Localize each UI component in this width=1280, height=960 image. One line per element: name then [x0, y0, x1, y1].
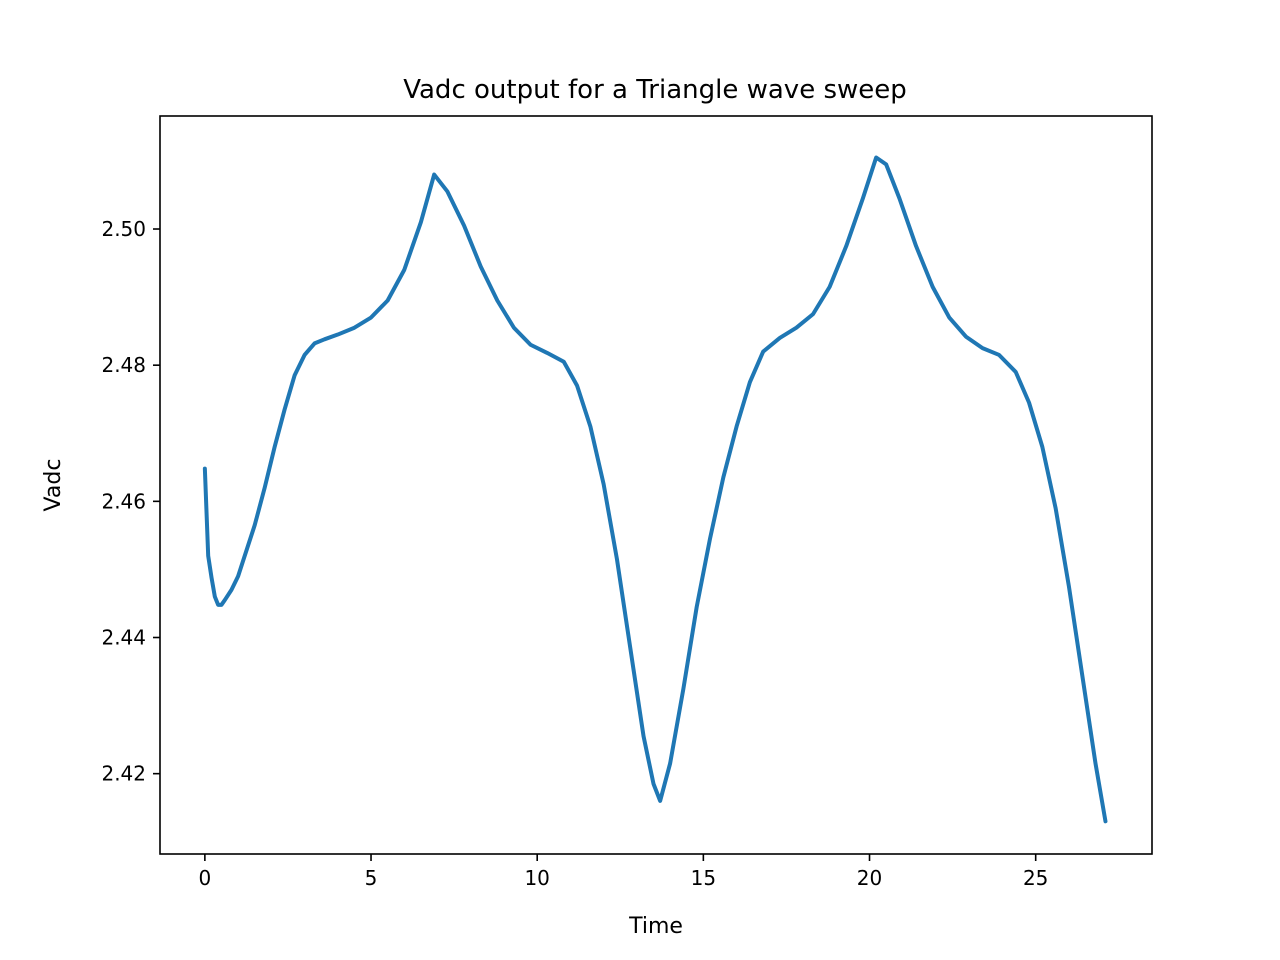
y-axis: 2.42 2.44 2.46 2.48 2.50 [101, 217, 160, 786]
plot-area [202, 155, 1108, 824]
x-tick-label: 10 [524, 866, 549, 890]
x-tick-label: 0 [198, 866, 211, 890]
chart-title: Vadc output for a Triangle wave sweep [403, 75, 907, 105]
y-axis-label: Vadc [41, 459, 66, 512]
axes-frame [159, 115, 1153, 855]
y-tick-label: 2.50 [101, 217, 146, 241]
x-tick-label: 15 [691, 866, 716, 890]
x-tick-label: 5 [365, 866, 378, 890]
y-tick-label: 2.42 [101, 762, 146, 786]
x-axis-label: Time [628, 914, 683, 939]
x-tick-label: 25 [1023, 866, 1048, 890]
y-tick-label: 2.44 [101, 626, 146, 650]
series-line-0 [202, 155, 1108, 824]
y-tick-label: 2.48 [101, 353, 146, 377]
x-axis: 0 5 10 15 20 25 [198, 854, 1048, 890]
x-tick-label: 20 [857, 866, 882, 890]
y-tick-label: 2.46 [101, 489, 146, 513]
